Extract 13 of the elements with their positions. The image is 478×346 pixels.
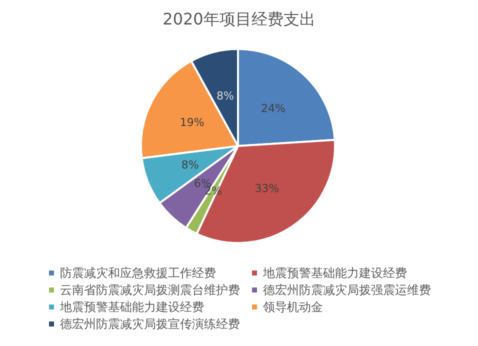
chart-title: 2020年项目经费支出 (162, 10, 316, 28)
legend-label: 德宏州防震减灾局拨强震运维费 (263, 283, 431, 297)
data-label: 8% (216, 90, 234, 103)
data-label: 24% (261, 102, 286, 115)
legend-label: 领导机动金 (263, 300, 323, 314)
data-label: 8% (181, 158, 199, 172)
data-label: 33% (254, 182, 280, 196)
data-label: 19% (180, 116, 204, 130)
legend-label: 云南省防震减灾局拨测震台维护费 (60, 283, 240, 297)
legend-label: 防震减灾和应急救援工作经费 (60, 266, 216, 280)
legend-label: 地震预警基础能力建设经费 (59, 300, 204, 314)
legend-label: 地震预警基础能力建设经费 (262, 266, 407, 280)
legend-label: 德宏州防震减灾局拨宣传演练经费 (60, 317, 240, 331)
